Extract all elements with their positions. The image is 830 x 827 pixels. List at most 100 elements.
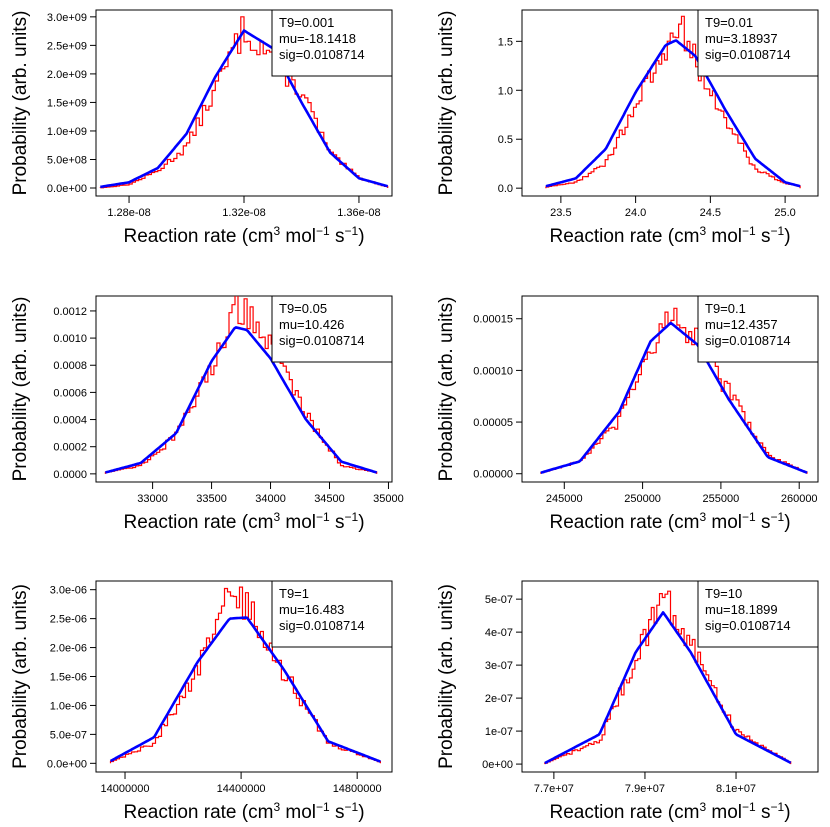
y-tick-label: 4e-07 <box>485 627 513 639</box>
chart-panel-2: 0.0 0.5 1.0 1.5 23.5 24.0 24.5 25.0 T9=0.01mu=3.… <box>436 9 819 247</box>
x-axis-title-part: Reaction rate (cm <box>549 512 699 533</box>
x-tick-label: 245000 <box>546 493 583 505</box>
x-axis-title-part: Reaction rate (cm <box>123 226 273 247</box>
x-axis-title-superscript: −1 <box>316 224 330 238</box>
y-tick-label: 2.5e+09 <box>47 40 87 52</box>
x-tick-label: 23.5 <box>550 207 571 219</box>
histogram-series <box>540 307 808 474</box>
legend-entry: sig=0.0108714 <box>279 618 365 633</box>
fit-curve <box>105 326 378 474</box>
plot-area <box>540 307 808 474</box>
legend-entry: mu=16.483 <box>279 602 344 617</box>
y-tick-label: 0.0e+00 <box>47 183 87 195</box>
x-axis-title-superscript: −1 <box>316 510 330 524</box>
y-tick-label: 3e-07 <box>485 660 513 672</box>
y-tick-label: 0.00005 <box>473 417 513 429</box>
x-tick-label: 1.36e-08 <box>337 207 380 219</box>
legend-entry: sig=0.0108714 <box>705 333 791 348</box>
y-tick-label: 3.0e+09 <box>47 12 87 24</box>
legend-entry: mu=18.1899 <box>705 602 778 617</box>
y-tick-label: 1.0e-06 <box>50 700 87 712</box>
y-tick-label: 0.00000 <box>473 469 513 481</box>
y-tick-label: 5e-07 <box>485 594 513 606</box>
x-tick-label: 8.1e+07 <box>716 783 756 795</box>
x-tick-label: 250000 <box>624 493 661 505</box>
x-axis-title-superscript: 3 <box>699 510 706 524</box>
x-axis-title-superscript: −1 <box>771 510 785 524</box>
y-tick-label: 5.0e+08 <box>47 154 87 166</box>
legend-box <box>697 580 819 648</box>
legend-entry: sig=0.0108714 <box>279 47 365 62</box>
x-axis-title-part: s <box>756 512 771 533</box>
x-tick-label: 255000 <box>703 493 740 505</box>
legend-entry: sig=0.0108714 <box>705 47 791 62</box>
legend-entry: sig=0.0108714 <box>705 618 791 633</box>
x-axis-title-part: s <box>330 226 345 247</box>
x-tick-label: 34500 <box>314 493 345 505</box>
y-tick-label: 1.0e+09 <box>47 126 87 138</box>
x-axis-title-part: s <box>330 802 345 823</box>
x-axis-title-part: ) <box>784 512 790 533</box>
x-axis-title: Reaction rate (cm3 mol−1 s−1) <box>123 224 364 247</box>
x-axis-title-part: mol <box>280 226 316 247</box>
plot-area <box>109 586 381 764</box>
y-tick-label: 0.0006 <box>53 387 87 399</box>
x-axis-title-part: s <box>756 802 771 823</box>
plot-area <box>545 15 801 189</box>
plot-frame <box>521 295 819 483</box>
y-tick-label: 0.5 <box>498 134 513 146</box>
x-axis-title-part: Reaction rate (cm <box>549 226 699 247</box>
y-tick-label: 1.5 <box>498 36 513 48</box>
x-axis-title-part: ) <box>784 802 790 823</box>
x-axis-title-part: mol <box>706 226 742 247</box>
y-tick-label: 2.0e+09 <box>47 69 87 81</box>
chart-panel-3: 0.0000 0.0002 0.0004 0.0006 0.0008 0.0010 0.00… <box>10 295 404 533</box>
plot-frame <box>95 295 393 483</box>
x-tick-label: 14800000 <box>333 783 382 795</box>
legend-box <box>271 9 393 77</box>
x-axis-title-superscript: −1 <box>345 510 359 524</box>
y-tick-label: 0.0008 <box>53 360 87 372</box>
histogram-series <box>544 590 792 765</box>
chart-panel-1: 0.0e+00 5.0e+08 1.0e+09 1.5e+09 2.0e+09 2.5e+… <box>10 9 393 247</box>
y-tick-label: 2e-07 <box>485 693 513 705</box>
x-tick-label: 1.32e-08 <box>222 207 265 219</box>
y-tick-label: 0.00015 <box>473 314 513 326</box>
x-axis-title-part: ) <box>784 226 790 247</box>
fit-curve <box>109 616 381 763</box>
chart-panel-4: 0.00000 0.00005 0.00010 0.00015 245000 250000… <box>436 295 819 533</box>
x-axis-title-part: ) <box>358 226 364 247</box>
x-axis-title: Reaction rate (cm3 mol−1 s−1) <box>549 510 790 533</box>
legend-entry: T9=0.01 <box>705 15 753 30</box>
x-axis-title-superscript: 3 <box>273 224 280 238</box>
x-axis-title: Reaction rate (cm3 mol−1 s−1) <box>123 510 364 533</box>
x-tick-label: 1.28e-08 <box>107 207 150 219</box>
x-tick-label: 14400000 <box>217 783 266 795</box>
x-axis-title-superscript: −1 <box>742 224 756 238</box>
legend-entry: mu=3.18937 <box>705 31 778 46</box>
fit-curve <box>540 321 808 474</box>
y-axis-title: Probability (arb. units) <box>10 584 31 769</box>
x-axis-title-part: Reaction rate (cm <box>123 512 273 533</box>
y-tick-label: 0.0e+00 <box>47 758 87 770</box>
y-axis-title: Probability (arb. units) <box>436 297 457 482</box>
y-tick-label: 0e+00 <box>482 759 513 771</box>
legend-box <box>271 295 393 363</box>
x-tick-label: 24.5 <box>700 207 721 219</box>
y-tick-label: 1.5e-06 <box>50 672 87 684</box>
fit-curve <box>100 29 389 189</box>
x-axis-title: Reaction rate (cm3 mol−1 s−1) <box>123 800 364 823</box>
plot-frame <box>521 580 819 773</box>
y-axis-title: Probability (arb. units) <box>436 584 457 769</box>
x-tick-label: 7.7e+07 <box>534 783 574 795</box>
x-axis-title-part: s <box>756 226 771 247</box>
x-axis-title-superscript: −1 <box>345 800 359 814</box>
y-tick-label: 5.0e-07 <box>50 729 87 741</box>
x-axis-title-part: ) <box>358 512 364 533</box>
fit-curve <box>545 39 801 188</box>
x-axis-title-superscript: −1 <box>345 224 359 238</box>
x-axis-title-part: Reaction rate (cm <box>549 802 699 823</box>
y-tick-label: 1.0 <box>498 85 513 97</box>
legend-entry: T9=1 <box>279 586 309 601</box>
x-axis-title-superscript: −1 <box>742 800 756 814</box>
